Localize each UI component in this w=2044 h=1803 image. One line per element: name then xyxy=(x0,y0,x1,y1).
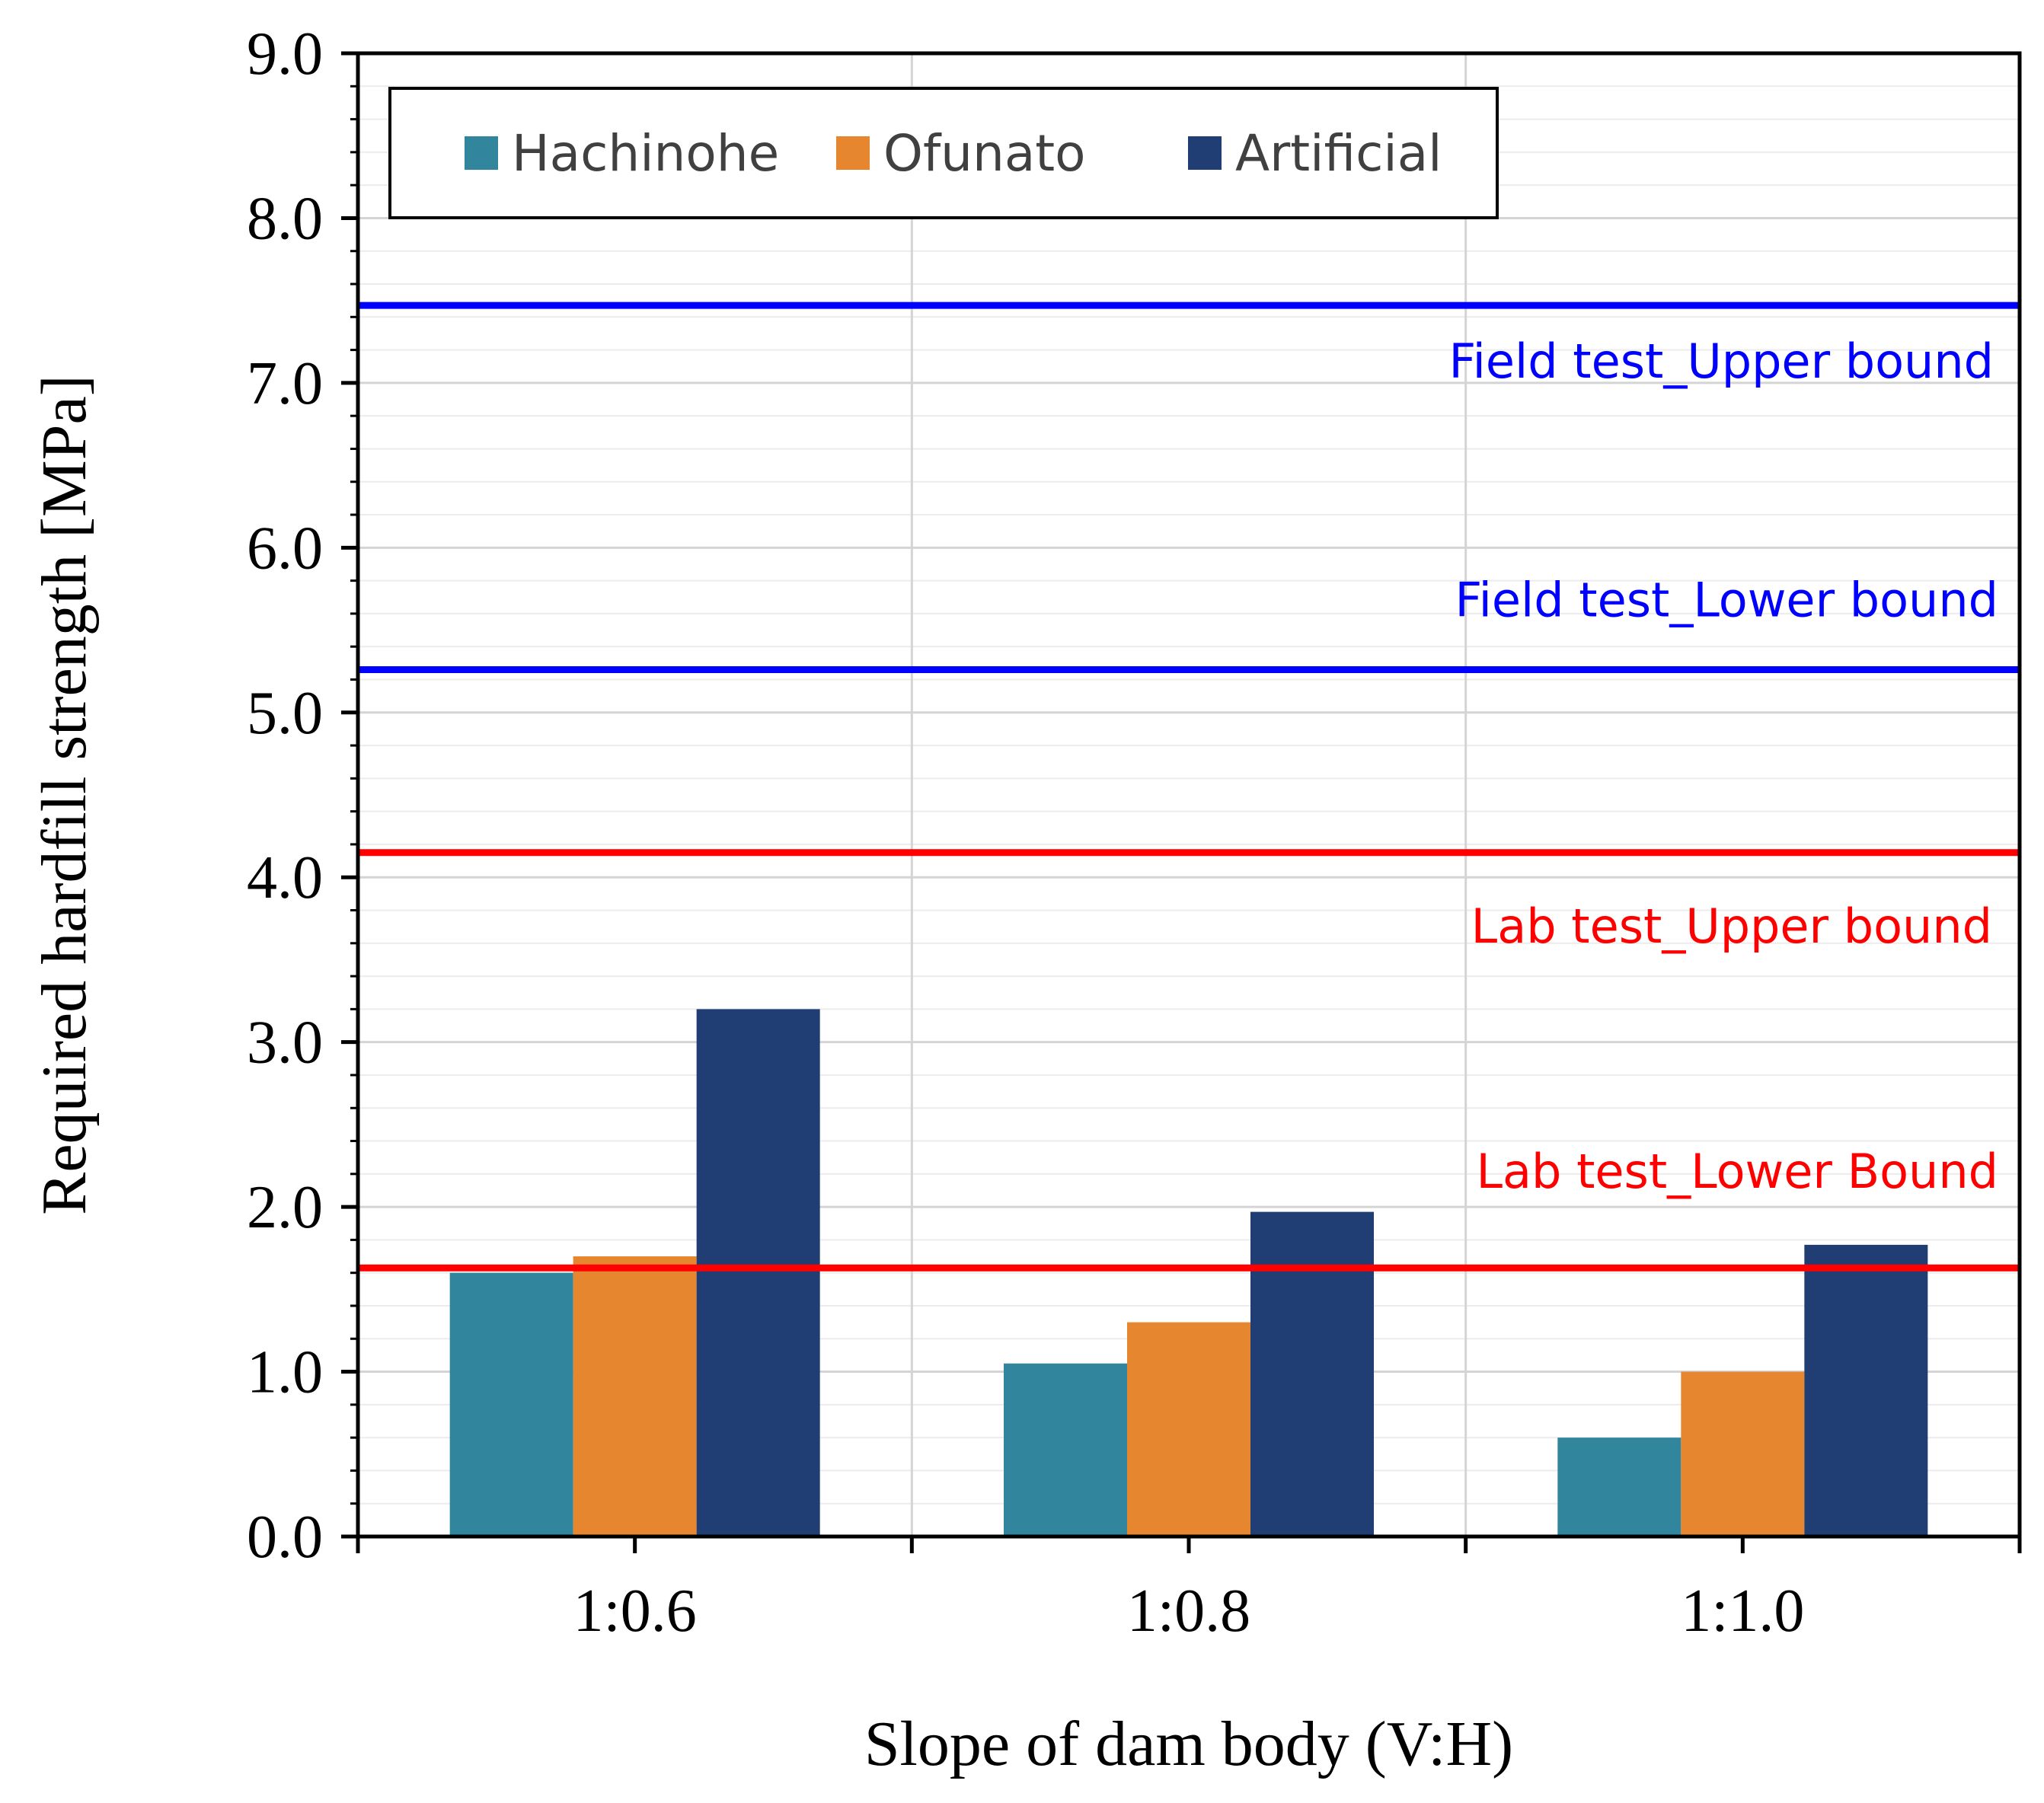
y-tick-label: 4.0 xyxy=(247,844,323,911)
bar-ofunato-1 xyxy=(1127,1322,1250,1537)
bar-artificial-1 xyxy=(1250,1211,1374,1537)
bar-artificial-2 xyxy=(1804,1244,1928,1537)
reference-line-label-3: Lab test_Lower Bound xyxy=(1476,1144,1998,1199)
reference-line-label-1: Field test_Lower bound xyxy=(1455,573,1998,628)
y-axis-title: Required hardfill strength [MPa] xyxy=(29,375,100,1214)
bar-hachinohe-0 xyxy=(449,1272,573,1537)
x-tick-label: 1:1.0 xyxy=(1681,1578,1804,1645)
y-tick-label: 2.0 xyxy=(247,1174,323,1241)
y-tick-label: 8.0 xyxy=(247,185,323,252)
bar-ofunato-2 xyxy=(1681,1371,1805,1537)
bar-hachinohe-1 xyxy=(1004,1363,1127,1537)
y-tick-label: 7.0 xyxy=(247,350,323,417)
y-tick-label: 1.0 xyxy=(247,1339,323,1406)
reference-line-label-0: Field test_Upper bound xyxy=(1448,333,1994,389)
reference-line-label-2: Lab test_Upper bound xyxy=(1471,898,1992,954)
x-axis-title: Slope of dam body (V:H) xyxy=(864,1709,1513,1779)
x-tick-label: 1:0.8 xyxy=(1127,1578,1250,1645)
y-tick-label: 6.0 xyxy=(247,515,323,582)
bar-ofunato-0 xyxy=(573,1256,697,1537)
legend-swatch-ofunato xyxy=(836,136,870,170)
reference-lines: Field test_Upper bound Field test_Lower b… xyxy=(358,302,2020,1272)
legend-box xyxy=(388,87,1499,219)
legend-swatch-hachinohe xyxy=(465,136,498,170)
legend: Hachinohe Ofunato Artificial xyxy=(388,87,1499,219)
y-tick-label: 3.0 xyxy=(247,1010,323,1077)
legend-label-ofunato: Ofunato xyxy=(883,124,1086,183)
y-tick-label: 9.0 xyxy=(247,21,323,88)
legend-label-artificial: Artificial xyxy=(1235,124,1442,183)
x-tick-label: 1:0.6 xyxy=(573,1578,697,1645)
bar-hachinohe-2 xyxy=(1557,1438,1682,1537)
y-tick-label: 5.0 xyxy=(247,680,323,747)
axes: 0.0 1.0 2.0 3.0 4.0 5.0 6.0 7.0 8.0 9.0 1:0.6 1:0.8… xyxy=(247,21,2022,1645)
legend-swatch-artificial xyxy=(1188,136,1222,170)
y-tick-label: 0.0 xyxy=(247,1504,323,1571)
bar-artificial-0 xyxy=(696,1009,820,1537)
legend-label-hachinohe: Hachinohe xyxy=(512,124,779,183)
